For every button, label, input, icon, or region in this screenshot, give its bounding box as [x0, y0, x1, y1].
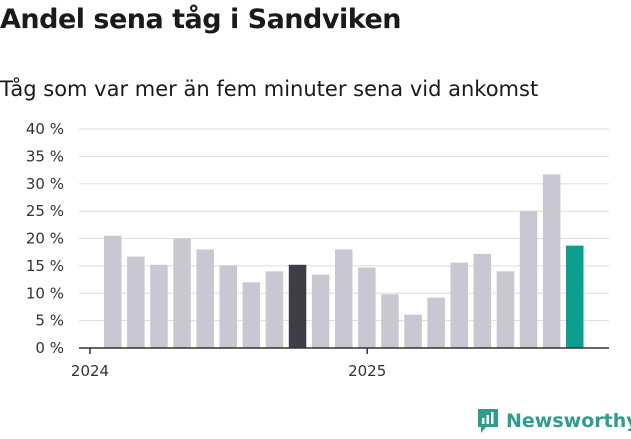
bar-2024-10	[311, 274, 330, 348]
newsworthy-logo: Newsworthy	[476, 407, 631, 435]
bar-2024-01	[104, 235, 122, 348]
bar-2024-05	[196, 249, 214, 348]
bar-2024-06	[219, 265, 237, 348]
bar-2025-09	[566, 245, 584, 348]
y-tick-label: 25 %	[26, 202, 64, 220]
y-tick-label: 30 %	[26, 175, 64, 193]
bar-2024-08	[265, 271, 284, 348]
bar-2025-02	[404, 314, 422, 348]
bar-2024-02	[127, 256, 145, 348]
y-tick-label: 15 %	[26, 257, 64, 275]
bar-2025-08	[542, 174, 561, 348]
y-tick-label: 10 %	[26, 284, 64, 302]
chart-subtitle: Tåg som var mer än fem minuter sena vid …	[0, 77, 539, 101]
chart-title: Andel sena tåg i Sandviken	[0, 4, 401, 35]
x-tick-label: 2025	[348, 362, 386, 380]
bar-2025-04	[450, 262, 468, 348]
y-axis-tick-labels: 0 % 5 % 10 % 15 % 20 % 25 % 30 % 35 % 40 %	[26, 120, 64, 357]
bar-2025-07	[519, 211, 538, 348]
bar-2025-06	[496, 271, 515, 348]
bar-2024-11	[335, 249, 353, 348]
newsworthy-logo-icon	[478, 409, 498, 433]
bar-2025-01	[381, 294, 399, 348]
y-tick-label: 20 %	[26, 230, 64, 248]
bar-2024-07	[242, 282, 261, 348]
y-tick-label: 5 %	[35, 312, 64, 330]
x-axis-ticks: 2024 2025	[71, 348, 386, 380]
bar-2025-03	[427, 297, 445, 348]
bar-2024-04	[173, 238, 191, 348]
brand-name: Newsworthy	[506, 410, 631, 432]
bar-2024-03	[150, 264, 168, 348]
y-tick-label: 0 %	[35, 339, 64, 357]
bar-2024-12	[358, 267, 376, 348]
bar-2025-05	[473, 253, 492, 348]
bar-2024-09	[288, 264, 307, 348]
bars	[104, 174, 584, 348]
y-tick-label: 40 %	[26, 120, 64, 138]
y-tick-label: 35 %	[26, 147, 64, 165]
x-tick-label: 2024	[71, 362, 109, 380]
